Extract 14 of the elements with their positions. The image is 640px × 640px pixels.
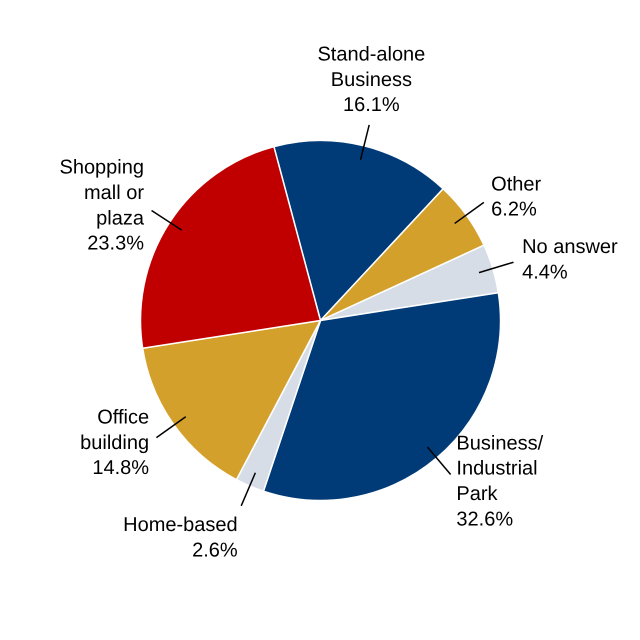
slice-label: Shopping mall or plaza xyxy=(59,156,145,230)
data-label: 32.6% xyxy=(456,508,514,530)
slice-label: Business/Industrial Park xyxy=(456,432,544,506)
data-label: 4.4% xyxy=(522,261,568,284)
slice-label: Office building xyxy=(80,406,150,454)
slice-label: Stand-alone Business xyxy=(317,44,426,91)
data-label: 2.6% xyxy=(192,539,238,562)
slice-label: Other xyxy=(491,173,542,196)
data-label: 6.2% xyxy=(491,198,537,221)
data-label: 23.3% xyxy=(87,232,144,255)
slice-label: No answer xyxy=(522,236,618,258)
slice-label: Home-based xyxy=(123,514,238,536)
data-label: 16.1% xyxy=(343,94,400,116)
data-label: 14.8% xyxy=(92,457,150,480)
